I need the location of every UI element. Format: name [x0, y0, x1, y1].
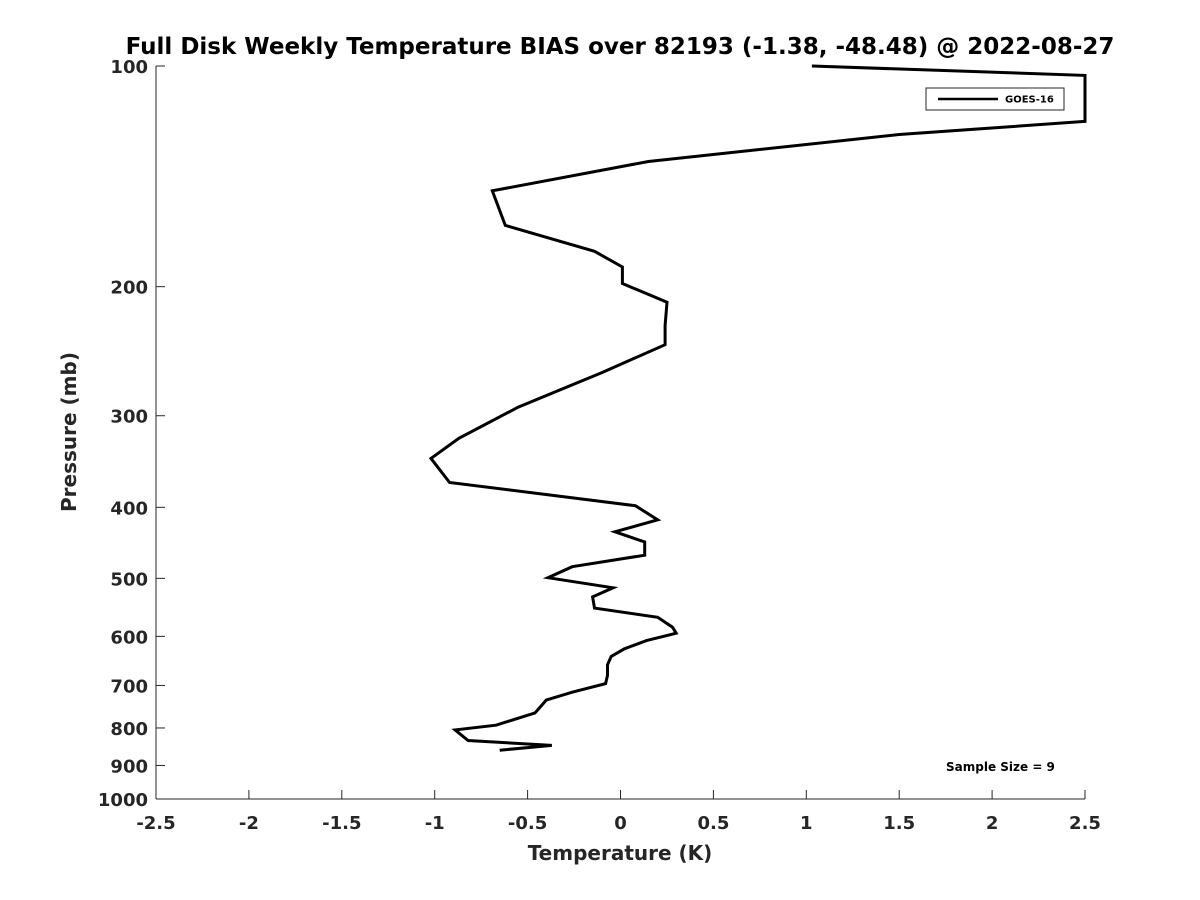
- y-tick-label: 800: [110, 719, 148, 740]
- y-axis-label: Pressure (mb): [57, 352, 81, 512]
- x-axis-label: Temperature (K): [528, 841, 713, 865]
- x-tick-label: -2: [239, 813, 259, 834]
- x-tick-label: 1.5: [883, 813, 915, 834]
- x-tick-label: 2: [986, 813, 999, 834]
- y-tick-label: 100: [110, 57, 148, 78]
- series-line-goes-16: [428, 64, 1087, 752]
- y-tick-label: 1000: [98, 790, 148, 811]
- chart-title: Full Disk Weekly Temperature BIAS over 8…: [126, 34, 1115, 60]
- x-tick-label: 0: [614, 813, 627, 834]
- x-tick-label: 0.5: [697, 813, 729, 834]
- x-tick-label: -1.5: [322, 813, 361, 834]
- x-tick-label: 2.5: [1069, 813, 1101, 834]
- x-tick-label: 1: [800, 813, 813, 834]
- series-layer: [428, 64, 1087, 752]
- legend-label-goes-16: GOES-16: [1005, 95, 1054, 106]
- y-tick-label: 200: [110, 278, 148, 299]
- x-tick-label: -1: [425, 813, 445, 834]
- legend: GOES-16: [925, 87, 1065, 111]
- y-tick-label: 500: [110, 569, 148, 590]
- x-axis-ticks: -2.5 -2 -1.5 -1 -0.5 0 0.5 1 1.5 2 2.5: [136, 790, 1101, 834]
- y-axis-ticks: 100 200 300 400 500 600 700 800 900 1000: [98, 57, 165, 811]
- y-tick-label: 700: [110, 676, 148, 697]
- y-tick-label: 900: [110, 756, 148, 777]
- y-tick-label: 400: [110, 498, 148, 519]
- y-tick-label: 300: [110, 407, 148, 428]
- x-tick-label: -2.5: [136, 813, 175, 834]
- y-tick-label: 600: [110, 627, 148, 648]
- sample-size-annotation: Sample Size = 9: [946, 760, 1055, 774]
- x-tick-label: -0.5: [508, 813, 547, 834]
